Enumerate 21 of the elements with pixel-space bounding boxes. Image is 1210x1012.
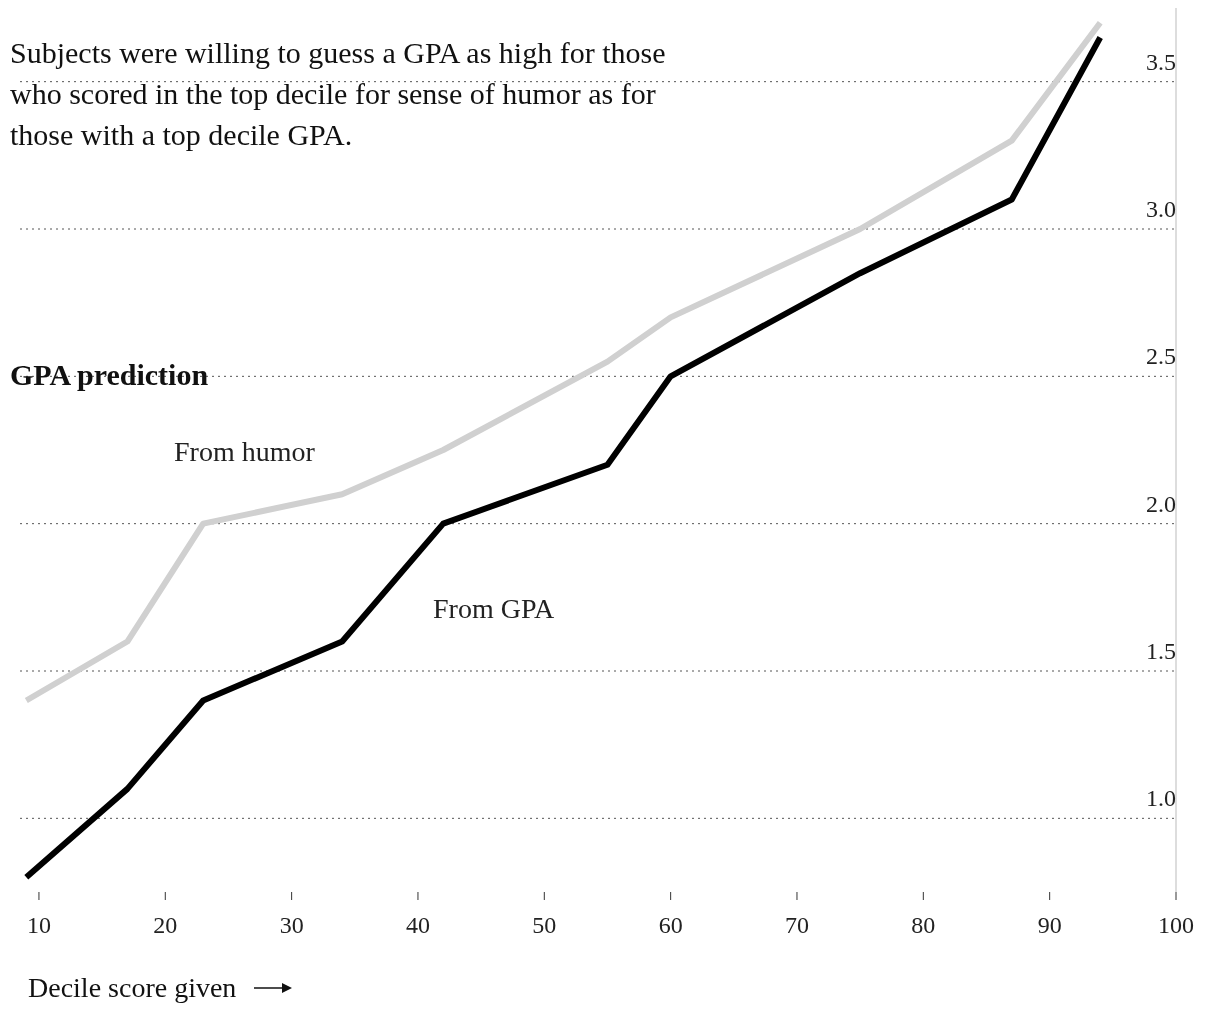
y-tick-label: 2.5 [1146, 343, 1176, 370]
y-tick-label: 3.5 [1146, 48, 1176, 75]
y-axis-title: GPA prediction [10, 357, 209, 392]
y-tick-label: 1.0 [1146, 785, 1176, 812]
x-tick-label: 30 [279, 912, 304, 939]
x-tick-label: 70 [784, 912, 809, 939]
x-tick-label: 90 [1037, 912, 1062, 939]
x-tick-label: 40 [405, 912, 430, 939]
text: Subjects were willing to guess a GPA as high for those who scored in the top decile for sense of humor as for those with a top decile GPA. [10, 35, 667, 153]
x-tick-label: 20 [153, 912, 178, 939]
x-tick-label: 100 [1158, 912, 1194, 939]
series-label: From humor [174, 436, 315, 468]
x-tick-label: 50 [532, 912, 557, 939]
x-tick-label: 10 [26, 912, 51, 939]
y-tick-label: 3.0 [1146, 196, 1176, 222]
x-tick-label: 60 [658, 912, 683, 939]
x-axis-title: Decile score given [28, 972, 237, 1004]
x-tick-label: 80 [911, 912, 936, 939]
y-tick-label: 2.0 [1146, 490, 1176, 517]
y-tick-label: 1.5 [1146, 638, 1176, 664]
series-label: From GPA [433, 593, 555, 625]
